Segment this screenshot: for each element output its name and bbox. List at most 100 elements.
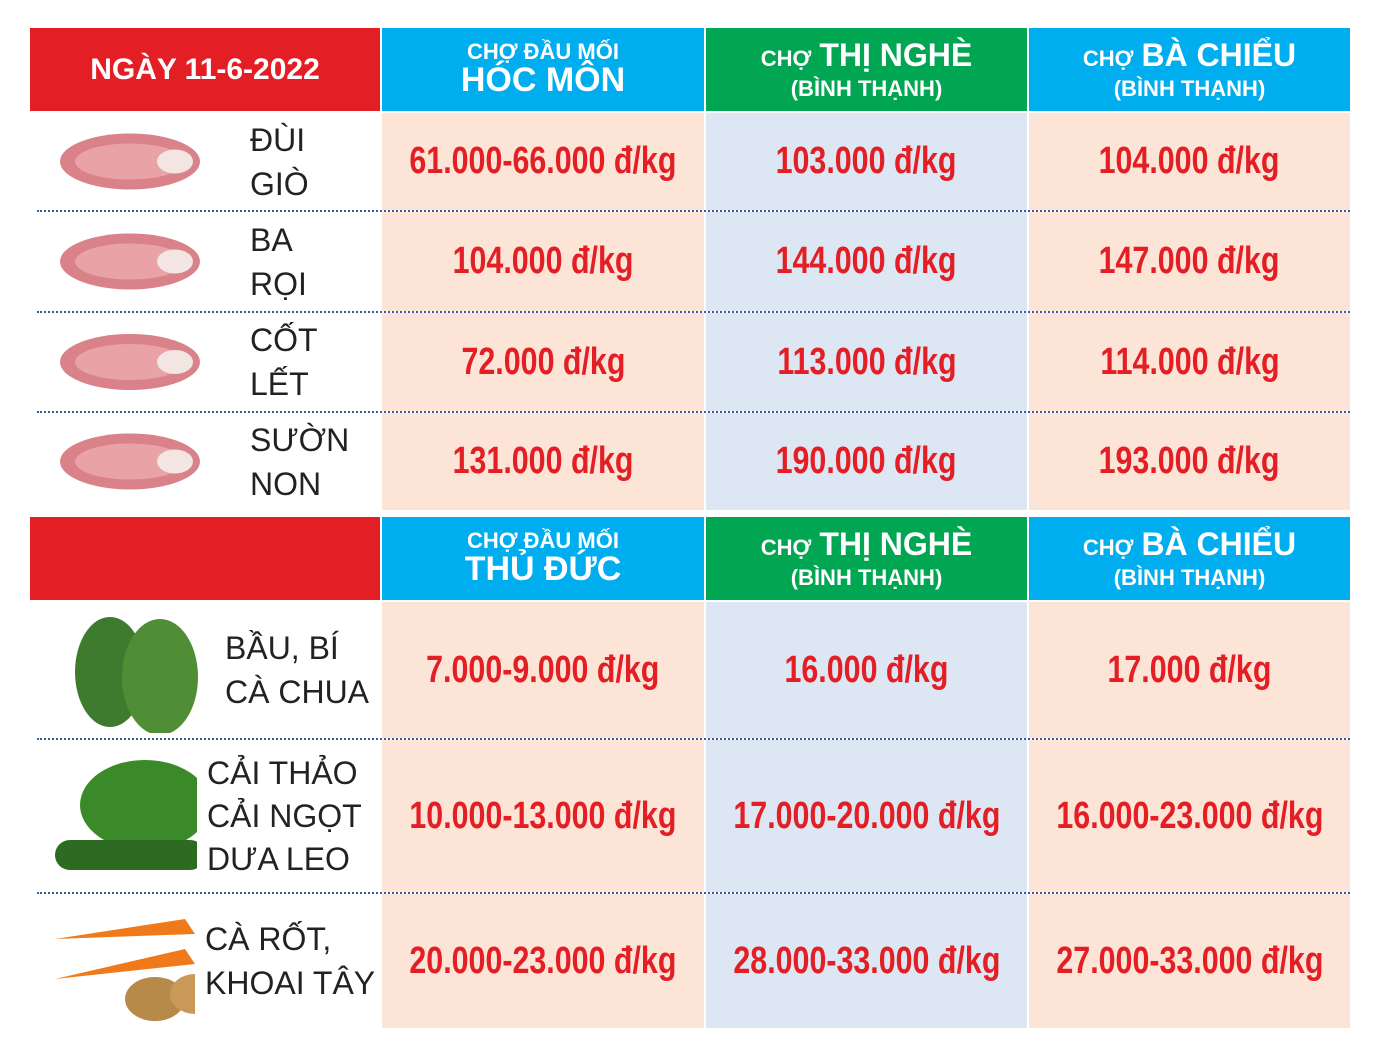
label-line: CẢI THẢO	[207, 754, 358, 791]
price: 72.000 đ/kg	[461, 340, 625, 383]
date: NGÀY 11-6-2022	[90, 52, 320, 86]
price: 61.000-66.000 đ/kg	[409, 140, 677, 182]
price: 104.000 đ/kg	[452, 240, 634, 282]
price: 28.000-33.000 đ/kg	[732, 939, 1001, 982]
price: 16.000 đ/kg	[784, 648, 949, 691]
price: 17.000-20.000 đ/kg	[732, 794, 1001, 837]
food-image	[75, 617, 198, 733]
price: 104.000 đ/kg	[1099, 140, 1280, 182]
price: 114.000 đ/kg	[1099, 340, 1280, 383]
row-separator	[37, 738, 1350, 740]
market-prefix: CHỢ ĐẦU MỐI	[467, 528, 619, 554]
row-label: CỐT LẾT	[250, 318, 318, 406]
price-cell: 72.000 đ/kg	[382, 313, 704, 411]
price: 17.000 đ/kg	[1107, 648, 1272, 691]
market-sub: (BÌNH THẠNH)	[790, 75, 943, 101]
label-line: BẦU, BÍ	[225, 630, 339, 666]
price-cell: 113.000 đ/kg	[706, 313, 1027, 411]
header-cell: NGÀY 11-6-2022	[30, 28, 380, 111]
market-prefix: CHỢ	[1082, 46, 1134, 72]
market-sub: (BÌNH THẠNH)	[1113, 564, 1266, 590]
row-separator	[37, 210, 1350, 212]
price-cell: 147.000 đ/kg	[1029, 212, 1350, 311]
row-label: ĐÙI GIÒ	[250, 118, 309, 206]
label-line: CÀ CHUA	[225, 674, 370, 710]
header-cell: CHỢ THỊ NGHÈ (BÌNH THẠNH)	[706, 517, 1027, 600]
price: 131.000 đ/kg	[452, 440, 634, 482]
market-prefix: CHỢ ĐẦU MỐI	[467, 39, 619, 65]
label-line: CÀ RỐT,	[205, 921, 332, 957]
market-name: THỊ NGHÈ	[819, 526, 973, 563]
food-image	[60, 334, 200, 390]
header-cell: CHỢ ĐẦU MỐI HÓC MÔN	[382, 28, 704, 111]
price: 147.000 đ/kg	[1099, 240, 1280, 282]
price-cell: 17.000 đ/kg	[1029, 602, 1350, 738]
price: 113.000 đ/kg	[776, 340, 957, 383]
row-label: CÀ RỐT, KHOAI TÂY	[205, 917, 375, 1005]
header-cell: CHỢ BÀ CHIỂU (BÌNH THẠNH)	[1029, 28, 1350, 111]
label-line: CẢI NGỌT	[207, 797, 362, 834]
market-line: CHỢ BÀ CHIỂU	[1082, 37, 1297, 74]
price-cell: 27.000-33.000 đ/kg	[1029, 894, 1350, 1028]
price-cell: 114.000 đ/kg	[1029, 313, 1350, 411]
price: 7.000-9.000 đ/kg	[426, 648, 660, 691]
market-name: HÓC MÔN	[460, 61, 626, 100]
price: 103.000 đ/kg	[776, 140, 957, 182]
header-cell: CHỢ BÀ CHIỂU (BÌNH THẠNH)	[1029, 517, 1350, 600]
market-line: CHỢ THỊ NGHÈ	[760, 37, 973, 74]
label-line: BA	[250, 221, 293, 258]
price: 20.000-23.000 đ/kg	[409, 939, 677, 982]
food-image	[55, 760, 197, 870]
price: 27.000-33.000 đ/kg	[1055, 939, 1324, 982]
label-line: DƯA LEO	[207, 840, 350, 877]
row-label: CẢI THẢO CẢI NGỌT DƯA LEO	[207, 752, 362, 881]
price: 144.000 đ/kg	[776, 240, 957, 282]
market-name: BÀ CHIỂU	[1141, 37, 1297, 74]
price-cell: 16.000-23.000 đ/kg	[1029, 740, 1350, 892]
price-cell: 16.000 đ/kg	[706, 602, 1027, 738]
price-cell: 61.000-66.000 đ/kg	[382, 113, 704, 210]
market-name: BÀ CHIỂU	[1141, 526, 1297, 563]
price-cell: 7.000-9.000 đ/kg	[382, 602, 704, 738]
price-cell: 190.000 đ/kg	[706, 413, 1027, 510]
price-cell: 28.000-33.000 đ/kg	[706, 894, 1027, 1028]
food-image	[55, 919, 195, 1021]
price: 190.000 đ/kg	[776, 440, 957, 482]
price: 16.000-23.000 đ/kg	[1055, 794, 1324, 837]
market-sub: (BÌNH THẠNH)	[1113, 75, 1266, 101]
row-separator	[37, 892, 1350, 894]
food-image	[60, 433, 200, 490]
label-line: RỌI	[250, 265, 307, 302]
food-image	[60, 133, 200, 190]
label-line: NON	[250, 465, 322, 502]
label-line: CỐT	[250, 322, 318, 358]
label-line: ĐÙI	[250, 121, 306, 158]
price-cell: 104.000 đ/kg	[382, 212, 704, 311]
market-name: THỦ ĐỨC	[464, 550, 622, 589]
market-line: CHỢ THỊ NGHÈ	[760, 526, 973, 563]
food-image	[60, 233, 200, 290]
market-prefix: CHỢ	[1082, 535, 1134, 561]
label-line: GIÒ	[250, 165, 309, 202]
market-prefix: CHỢ	[760, 535, 812, 561]
row-label: BẦU, BÍ CÀ CHUA	[225, 626, 369, 714]
price-cell: 20.000-23.000 đ/kg	[382, 894, 704, 1028]
row-label: SƯỜN NON	[250, 418, 349, 506]
label-line: KHOAI TÂY	[205, 965, 376, 1001]
price: 193.000 đ/kg	[1099, 440, 1280, 482]
price-cell: 193.000 đ/kg	[1029, 413, 1350, 510]
label-line: SƯỜN	[250, 421, 350, 458]
price-cell: 103.000 đ/kg	[706, 113, 1027, 210]
row-label: BA RỌI	[250, 218, 307, 306]
header-cell: CHỢ ĐẦU MỐI THỦ ĐỨC	[382, 517, 704, 600]
header-cell	[30, 517, 380, 600]
price-cell: 131.000 đ/kg	[382, 413, 704, 510]
market-prefix: CHỢ	[760, 46, 812, 72]
market-line: CHỢ BÀ CHIỂU	[1082, 526, 1297, 563]
label-line: LẾT	[250, 366, 309, 402]
price-cell: 104.000 đ/kg	[1029, 113, 1350, 210]
market-name: THỊ NGHÈ	[819, 37, 973, 74]
row-separator	[37, 311, 1350, 313]
price-cell: 17.000-20.000 đ/kg	[706, 740, 1027, 892]
